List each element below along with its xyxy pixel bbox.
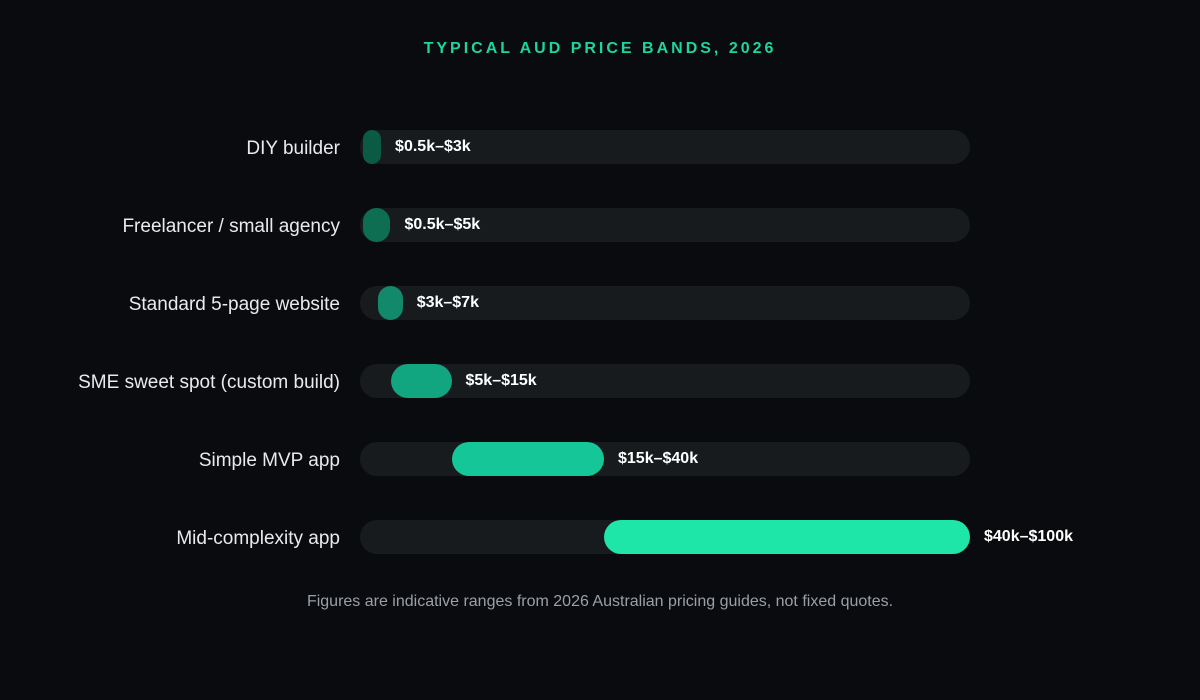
- range-bar: [363, 208, 391, 242]
- bar-track: [360, 442, 970, 476]
- chart-row: Standard 5-page website $3k–$7k: [0, 286, 1200, 320]
- chart-row: Simple MVP app $15k–$40k: [0, 442, 1200, 476]
- range-value-label: $40k–$100k: [984, 528, 1073, 545]
- chart-row: Freelancer / small agency $0.5k–$5k: [0, 208, 1200, 242]
- range-value-label: $0.5k–$5k: [404, 216, 481, 233]
- chart-row: SME sweet spot (custom build) $5k–$15k: [0, 364, 1200, 398]
- category-label: DIY builder: [246, 138, 340, 159]
- range-value-label: $3k–$7k: [416, 294, 479, 311]
- range-bar: [378, 286, 403, 320]
- bar-track: [360, 286, 970, 320]
- range-bar: [604, 520, 970, 554]
- range-value-label: $0.5k–$3k: [395, 138, 471, 155]
- range-value-label: $15k–$40k: [618, 450, 699, 467]
- chart-title: TYPICAL AUD PRICE BANDS, 2026: [423, 40, 777, 57]
- range-value-label: $5k–$15k: [465, 372, 537, 389]
- category-label: SME sweet spot (custom build): [78, 372, 340, 393]
- bar-track: [360, 364, 970, 398]
- category-label: Standard 5-page website: [128, 294, 340, 315]
- category-label: Simple MVP app: [198, 450, 340, 471]
- range-bar: [451, 442, 604, 476]
- footnote: Figures are indicative ranges from 2026 …: [306, 593, 894, 610]
- category-label: Mid-complexity app: [176, 528, 340, 549]
- bar-track: [360, 520, 970, 554]
- range-bar: [363, 130, 382, 164]
- chart-row: Mid-complexity app $40k–$100k: [0, 520, 1200, 554]
- bar-track: [360, 208, 970, 242]
- range-bar: [390, 364, 452, 398]
- category-label: Freelancer / small agency: [122, 216, 340, 237]
- bar-track: [360, 130, 970, 164]
- chart-row: DIY builder $0.5k–$3k: [0, 130, 1200, 164]
